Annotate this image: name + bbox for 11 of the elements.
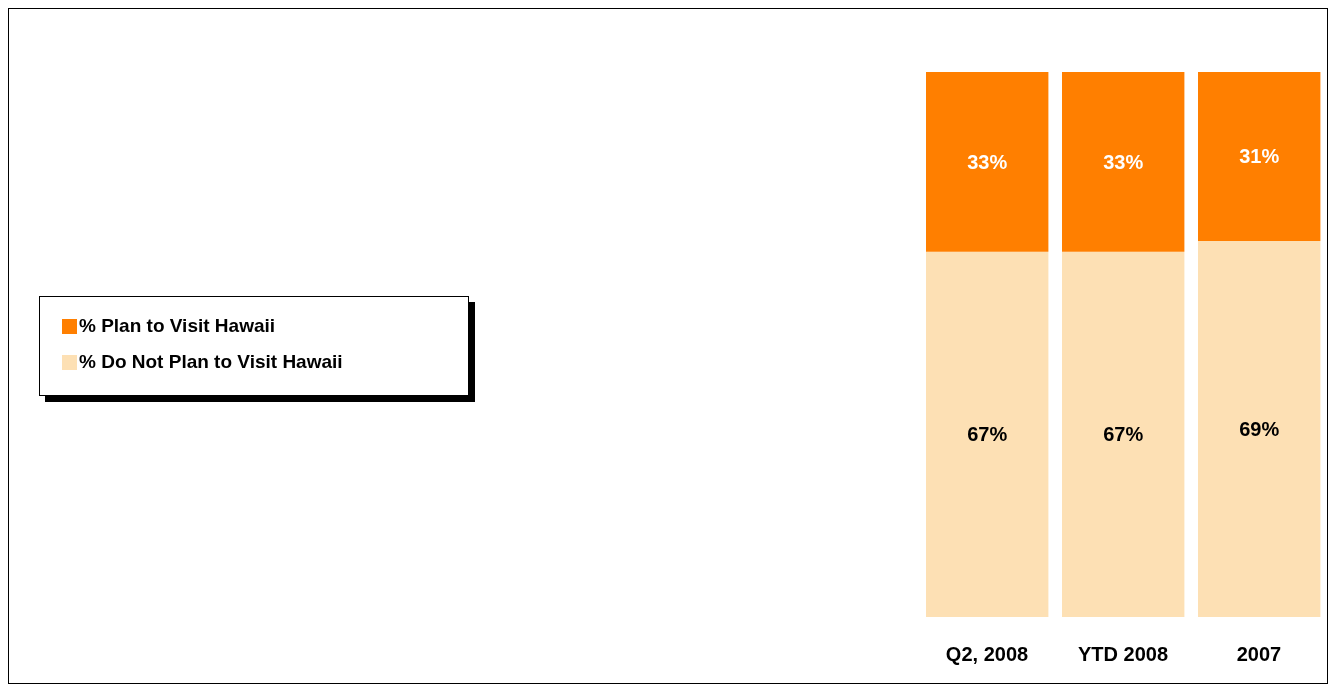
data-label: 31% bbox=[1239, 145, 1280, 168]
legend-label: % Plan to Visit Hawaii bbox=[79, 315, 276, 337]
data-label: 69% bbox=[1239, 417, 1280, 440]
data-label: 33% bbox=[1103, 150, 1144, 173]
data-label: 67% bbox=[1103, 423, 1144, 446]
x-tick-label: Q2, 2008 bbox=[945, 643, 1029, 666]
data-label: 67% bbox=[967, 423, 1008, 446]
legend-label: % Do Not Plan to Visit Hawaii bbox=[79, 351, 343, 373]
x-tick-label: YTD 2008 bbox=[1077, 643, 1169, 666]
data-label: 33% bbox=[967, 150, 1008, 173]
x-tick-label: 2007 bbox=[1236, 643, 1282, 666]
